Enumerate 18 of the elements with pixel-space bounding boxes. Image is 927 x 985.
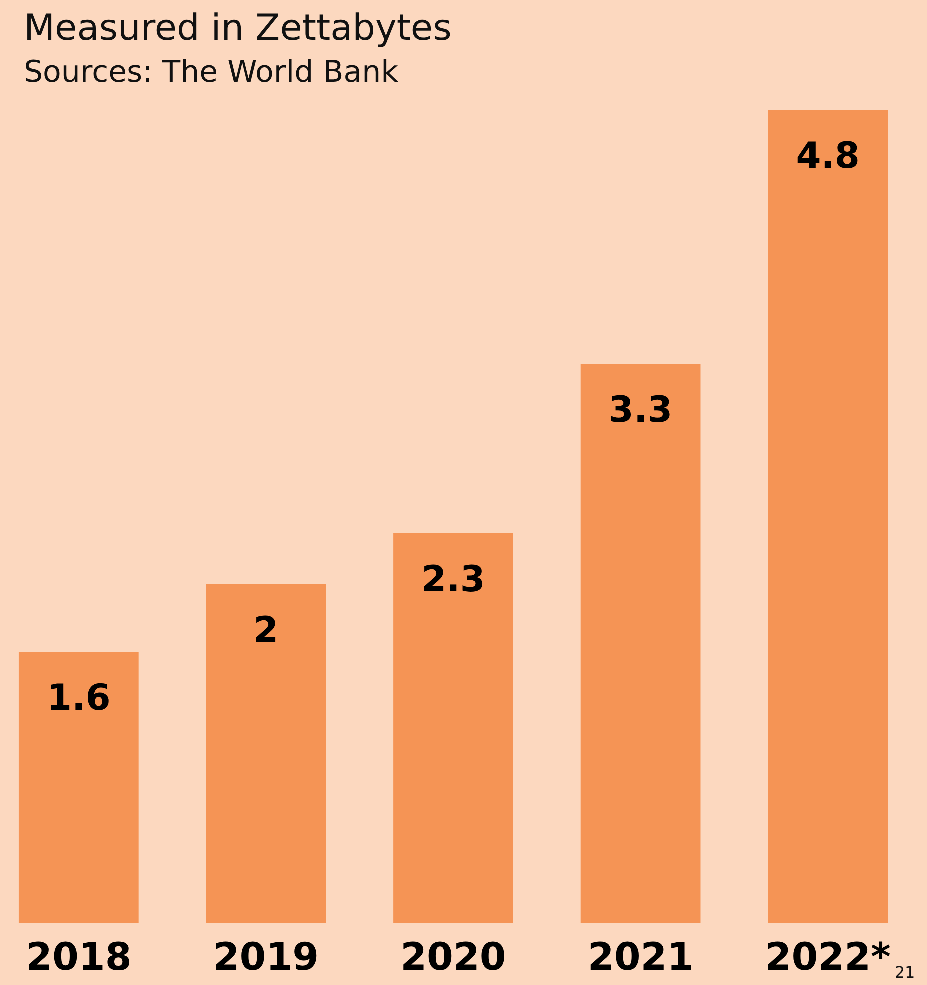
source-note: Sources: The World Bank <box>24 55 400 90</box>
chart-title: Measured in Zettabytes <box>24 8 452 49</box>
data-label: 3.3 <box>608 390 673 432</box>
data-label: 4.8 <box>796 136 860 177</box>
bar <box>206 584 326 923</box>
x-tick-label: 2021 <box>588 935 694 979</box>
x-tick-label: 2019 <box>213 935 320 979</box>
data-label: 2 <box>254 610 279 652</box>
bar <box>580 364 701 923</box>
data-label: 2.3 <box>422 559 486 600</box>
bar <box>394 533 514 923</box>
bar <box>18 652 139 923</box>
x-tick-label: 2022* <box>765 935 892 979</box>
text: 21 <box>894 963 916 982</box>
bar <box>768 110 888 923</box>
data-label: 1.6 <box>47 678 111 719</box>
x-tick-label: 2018 <box>26 935 132 979</box>
x-tick-label: 2020 <box>400 935 506 979</box>
